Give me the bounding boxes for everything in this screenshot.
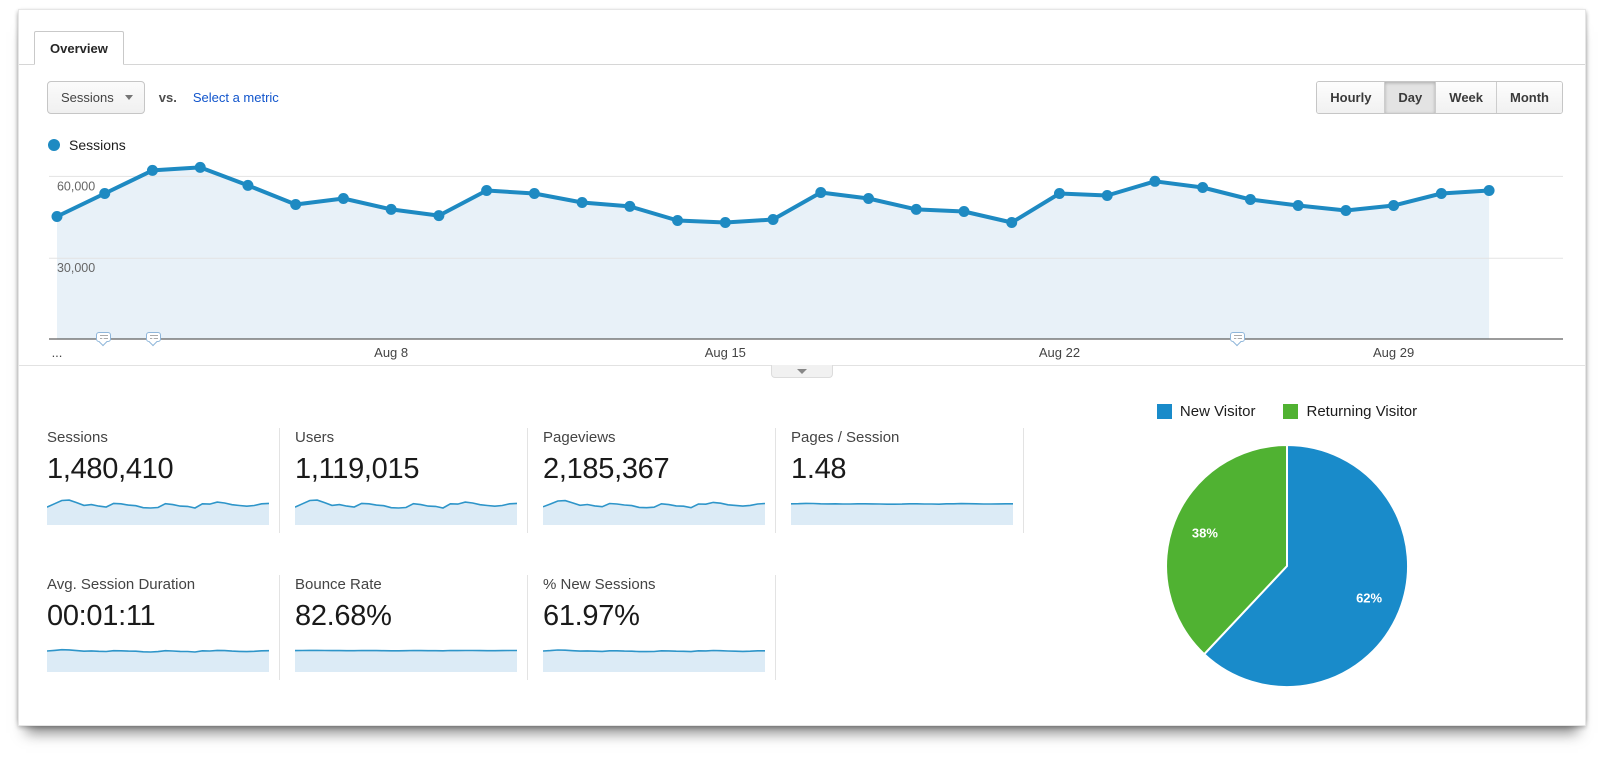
metric-sparkline-chart: [295, 649, 517, 672]
metric-label: Bounce Rate: [295, 576, 382, 593]
returning-visitor-swatch-icon: [1283, 404, 1299, 419]
metric-value: 1,119,015: [295, 453, 420, 485]
visitor-type-pie-chart[interactable]: 62% 38%: [1162, 441, 1412, 691]
annotation-marker-icon[interactable]: [145, 332, 161, 342]
x-axis-label: Aug 22: [1038, 345, 1081, 360]
metric-value: 61.97%: [543, 600, 640, 632]
metric-value: 1.48: [791, 453, 847, 485]
x-axis-label: Aug 15: [704, 345, 746, 360]
tab-bar: Overview: [19, 10, 1585, 65]
x-axis-label: Aug 8: [374, 345, 409, 360]
granularity-button-week[interactable]: Week: [1435, 82, 1497, 113]
svg-text:62%: 62%: [1356, 591, 1382, 606]
x-axis-label: ...: [51, 345, 63, 360]
metric-selector-dropdown[interactable]: Sessions: [47, 81, 145, 114]
metric-value: 2,185,367: [543, 453, 670, 485]
pie-legend-item-new-visitor: New Visitor: [1156, 403, 1256, 420]
metric-selector-value: Sessions: [61, 90, 114, 105]
metric-card-row: Avg. Session Duration 00:01:11 Bounce Rate…: [47, 575, 1047, 680]
sessions-line-chart[interactable]: 30,000 60,000: [49, 160, 1563, 340]
tab-overview-label: Overview: [50, 41, 108, 56]
metric-value: 1,480,410: [47, 453, 174, 485]
chart-legend: Sessions: [19, 114, 1585, 160]
metric-card-bounce-rate: Bounce Rate 82.68%: [280, 575, 528, 680]
metric-sparkline-chart: [543, 499, 765, 525]
metric-sparkline-chart: [47, 499, 269, 525]
metric-cards-grid: Sessions 1,480,410 Users 1,119,015 Pageviews…: [47, 366, 1047, 722]
pie-legend-item-returning-visitor: Returning Visitor: [1283, 403, 1417, 420]
x-axis-label: Aug 29: [1373, 345, 1415, 360]
pie-legend: New Visitor Returning Visitor: [1047, 403, 1527, 420]
metric-card-pageviews: Pageviews 2,185,367: [528, 428, 776, 533]
returning-visitor-legend-label: Returning Visitor: [1306, 403, 1418, 420]
new-visitor-swatch-icon: [1156, 404, 1172, 419]
metric-label: Users: [295, 429, 335, 446]
granularity-toggle: Hourly Day Week Month: [1316, 81, 1563, 114]
x-axis-labels: ... Aug 8 Aug 15 Aug 22 Aug 29: [49, 340, 1563, 364]
metric-sparkline-chart: [791, 502, 1013, 525]
metric-card-row: Sessions 1,480,410 Users 1,119,015 Pageviews…: [47, 428, 1047, 533]
select-metric-link[interactable]: Select a metric: [192, 90, 279, 105]
chevron-down-icon: [797, 368, 807, 374]
sessions-legend-dot-icon: [48, 139, 60, 151]
svg-text:30,000: 30,000: [57, 261, 95, 275]
metrics-dashboard: Sessions 1,480,410 Users 1,119,015 Pageviews…: [19, 366, 1585, 722]
visitor-pie-section: New Visitor Returning Visitor 62% 38%: [1047, 366, 1585, 722]
new-visitor-legend-label: New Visitor: [1179, 403, 1256, 420]
chart-controls-row: Sessions vs. Select a metric Hourly Day …: [19, 65, 1585, 114]
metric-label: Sessions: [47, 429, 108, 446]
chevron-down-icon: [124, 95, 133, 100]
vs-label: vs.: [158, 90, 177, 105]
metric-card-avg-session-duration: Avg. Session Duration 00:01:11: [47, 575, 280, 680]
tab-overview[interactable]: Overview: [34, 31, 124, 65]
screenshot-frame: Overview Sessions vs. Select a metric Ho…: [0, 0, 1604, 726]
svg-text:60,000: 60,000: [57, 179, 95, 193]
metric-label: Pageviews: [543, 429, 616, 446]
chart-section-divider: [19, 365, 1585, 378]
svg-text:38%: 38%: [1192, 526, 1218, 541]
metric-value: 82.68%: [295, 600, 392, 632]
metric-value: 00:01:11: [47, 600, 156, 632]
analytics-overview-panel: Overview Sessions vs. Select a metric Ho…: [18, 9, 1586, 726]
annotation-marker-icon[interactable]: [1229, 332, 1245, 342]
metric-card-sessions: Sessions 1,480,410: [47, 428, 280, 533]
metric-card-users: Users 1,119,015: [280, 428, 528, 533]
metric-label: Avg. Session Duration: [47, 576, 196, 593]
annotation-marker-icon[interactable]: [95, 332, 111, 342]
granularity-button-month[interactable]: Month: [1496, 82, 1562, 113]
metric-card-new-sessions: % New Sessions 61.97%: [528, 575, 776, 680]
metric-card-pages-session: Pages / Session 1.48: [776, 428, 1024, 533]
granularity-button-hourly[interactable]: Hourly: [1317, 82, 1385, 113]
metric-sparkline-chart: [295, 499, 517, 525]
collapse-annotations-button[interactable]: [771, 365, 833, 378]
metric-label: Pages / Session: [791, 429, 900, 446]
sessions-legend-label: Sessions: [69, 137, 126, 153]
metric-sparkline-chart: [47, 648, 269, 672]
granularity-button-day[interactable]: Day: [1384, 82, 1436, 113]
timeseries-chart-area: 30,000 60,000 ... Aug 8 Aug 15 Aug 22 Aug 29: [49, 160, 1563, 364]
metric-sparkline-chart: [543, 649, 765, 672]
metric-label: % New Sessions: [543, 576, 656, 593]
